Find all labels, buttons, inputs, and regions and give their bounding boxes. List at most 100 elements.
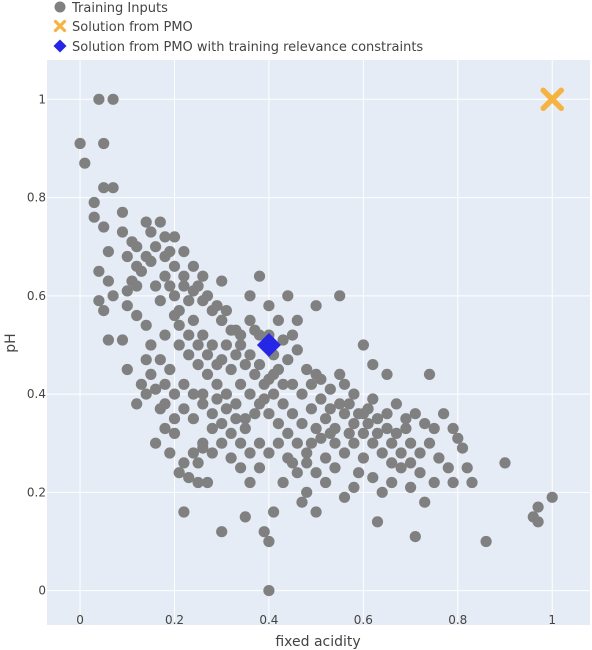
training-point	[249, 368, 261, 380]
training-point	[456, 442, 469, 454]
training-point	[150, 383, 162, 395]
training-point	[244, 290, 256, 302]
training-point	[423, 368, 436, 380]
axis-ticks: 0 0.2 0.4 0.6 0.8 1 0 0.2 0.4 0.6 0.8 1	[27, 92, 556, 627]
training-point	[268, 388, 280, 400]
training-point	[480, 535, 492, 548]
training-point	[362, 418, 374, 430]
legend-item-pmo[interactable]: Solution from PMO	[53, 19, 193, 35]
y-tick-label: 0	[38, 584, 46, 598]
training-point	[296, 418, 308, 430]
training-point	[168, 231, 181, 243]
training-point	[315, 373, 327, 385]
training-point	[244, 447, 256, 459]
training-point	[343, 427, 355, 439]
training-point	[93, 265, 105, 277]
training-point	[386, 457, 398, 469]
training-point	[235, 437, 247, 449]
training-point	[428, 422, 440, 435]
training-point	[159, 398, 171, 410]
training-point	[140, 216, 152, 228]
training-point	[244, 388, 256, 400]
training-point	[310, 506, 322, 518]
training-point	[334, 290, 346, 302]
training-point	[334, 368, 346, 380]
training-point	[357, 427, 369, 439]
training-point	[461, 462, 473, 474]
training-point	[235, 462, 247, 474]
training-point	[249, 408, 261, 420]
y-tick-label: 0.8	[27, 191, 46, 205]
training-point	[225, 427, 237, 439]
training-point	[211, 378, 223, 390]
training-point	[546, 491, 558, 503]
training-point	[532, 516, 544, 528]
training-point	[183, 295, 195, 307]
training-point	[168, 290, 181, 302]
training-point	[107, 290, 119, 302]
training-point	[381, 422, 393, 435]
training-point	[371, 427, 384, 439]
training-point	[159, 422, 171, 435]
training-point	[192, 339, 204, 351]
training-point	[88, 211, 100, 223]
training-point	[357, 452, 369, 464]
training-point	[239, 413, 251, 425]
training-point	[197, 295, 209, 307]
training-points	[74, 93, 558, 597]
training-point	[126, 275, 138, 287]
training-point	[263, 447, 275, 459]
training-point	[532, 501, 544, 513]
training-point	[357, 339, 369, 351]
training-point	[296, 388, 308, 400]
training-point	[178, 403, 190, 415]
training-point	[230, 398, 242, 410]
training-point	[88, 196, 100, 209]
training-point	[277, 398, 289, 410]
training-point	[131, 260, 143, 272]
training-point	[239, 511, 251, 523]
training-point	[102, 275, 114, 287]
training-point	[282, 290, 294, 302]
training-point	[183, 329, 195, 341]
training-point	[173, 339, 185, 351]
training-point	[187, 285, 199, 297]
training-point	[324, 403, 336, 415]
training-point	[197, 388, 209, 400]
training-point	[305, 437, 317, 449]
training-point	[409, 531, 421, 543]
training-point	[225, 452, 237, 464]
training-point	[235, 329, 247, 341]
training-point	[405, 457, 417, 469]
training-point	[192, 359, 204, 371]
training-point	[282, 354, 294, 366]
training-point	[168, 427, 181, 439]
training-point	[414, 467, 426, 479]
legend-item-pmo-constrained[interactable]: Solution from PMO with training relevanc…	[53, 39, 424, 56]
training-point	[390, 427, 402, 439]
training-point	[244, 476, 256, 489]
training-point	[178, 378, 190, 390]
training-point	[386, 437, 398, 449]
training-point	[452, 432, 464, 444]
training-point	[183, 472, 195, 484]
training-point	[150, 241, 162, 253]
training-point	[447, 422, 459, 435]
training-point	[201, 476, 214, 489]
training-point	[183, 349, 195, 361]
training-point	[348, 481, 360, 493]
training-point	[178, 246, 190, 258]
pmo-constrained-solution-point	[256, 332, 281, 357]
training-point	[216, 275, 228, 287]
training-point	[211, 359, 223, 371]
training-point	[386, 476, 398, 489]
training-point	[201, 368, 214, 380]
training-point	[400, 422, 412, 435]
training-point	[173, 467, 185, 479]
legend-item-training[interactable]: Training Inputs	[54, 1, 169, 16]
training-point	[79, 157, 91, 169]
legend[interactable]: Training Inputs Solution from PMO Soluti…	[53, 1, 424, 56]
legend-label-training: Training Inputs	[71, 1, 168, 16]
training-point	[423, 437, 436, 449]
